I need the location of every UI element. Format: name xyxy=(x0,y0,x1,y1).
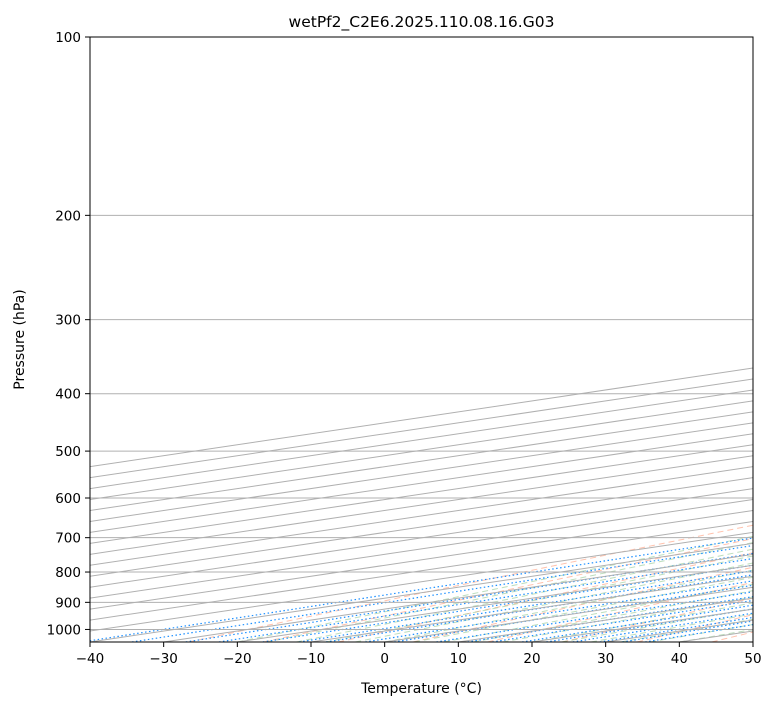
moist-adiabat xyxy=(414,576,753,642)
y-tick-label: 400 xyxy=(55,387,81,403)
x-tick-label: 40 xyxy=(671,651,688,667)
y-tick-label: 800 xyxy=(55,565,81,581)
y-axis-title: Pressure (hPa) xyxy=(12,289,28,389)
x-tick-label: −10 xyxy=(297,651,326,667)
isotherm-line xyxy=(90,520,753,621)
chart-title: wetPf2_C2E6.2025.110.08.16.G03 xyxy=(289,13,555,32)
y-tick-label: 900 xyxy=(55,595,81,611)
moist-adiabat xyxy=(266,542,753,642)
y-tick-label: 1000 xyxy=(47,622,81,638)
y-tick-label: 200 xyxy=(55,208,81,224)
isotherm-line xyxy=(90,488,753,588)
x-tick-label: −30 xyxy=(149,651,178,667)
y-tick-label: 500 xyxy=(55,444,81,460)
y-tick-label: 100 xyxy=(55,30,81,46)
isotherm-line xyxy=(90,455,753,555)
isobars xyxy=(90,37,753,630)
isotherm-line xyxy=(90,531,753,632)
mixing-ratio-line xyxy=(262,564,753,642)
x-tick-label: 0 xyxy=(380,651,389,667)
isotherm-line xyxy=(90,466,753,566)
moist-adiabats xyxy=(237,535,753,642)
isotherm-line xyxy=(90,477,753,577)
mixing-ratio-line xyxy=(218,557,753,642)
mixing-ratio-line xyxy=(299,570,753,642)
y-tick-label: 300 xyxy=(55,313,81,329)
mixing-ratio-lines xyxy=(90,537,753,642)
isotherms xyxy=(90,367,753,642)
plot-content: -100-90-80-70-60-50-40-30-20-10 0.10.20.… xyxy=(90,37,753,642)
plot-frame xyxy=(89,36,754,643)
x-tick-label: −40 xyxy=(76,651,105,667)
isotherm-line xyxy=(90,444,753,544)
mixing-ratio-line xyxy=(522,604,753,642)
moist-adiabat xyxy=(473,590,753,642)
plot-area xyxy=(90,37,753,642)
x-axis-title: Temperature (°C) xyxy=(360,681,482,697)
x-tick-label: 30 xyxy=(597,651,614,667)
x-tick-label: 10 xyxy=(450,651,467,667)
moist-adiabat xyxy=(384,569,753,642)
isotherm-line xyxy=(90,509,753,610)
x-tick-label: 20 xyxy=(523,651,540,667)
y-axis-ticks: 100 200 300 400 500 600 700 800 900 1000 xyxy=(47,30,90,638)
x-tick-label: −20 xyxy=(223,651,252,667)
y-tick-label: 600 xyxy=(55,491,81,507)
y-tick-label: 700 xyxy=(55,531,81,547)
x-tick-label: 50 xyxy=(744,651,761,667)
moist-adiabat xyxy=(296,548,753,642)
isotherm-line xyxy=(90,499,753,599)
x-axis-ticks: −40 −30 −20 −10 0 10 20 30 40 50 xyxy=(76,642,762,667)
moist-adiabat xyxy=(325,555,753,642)
